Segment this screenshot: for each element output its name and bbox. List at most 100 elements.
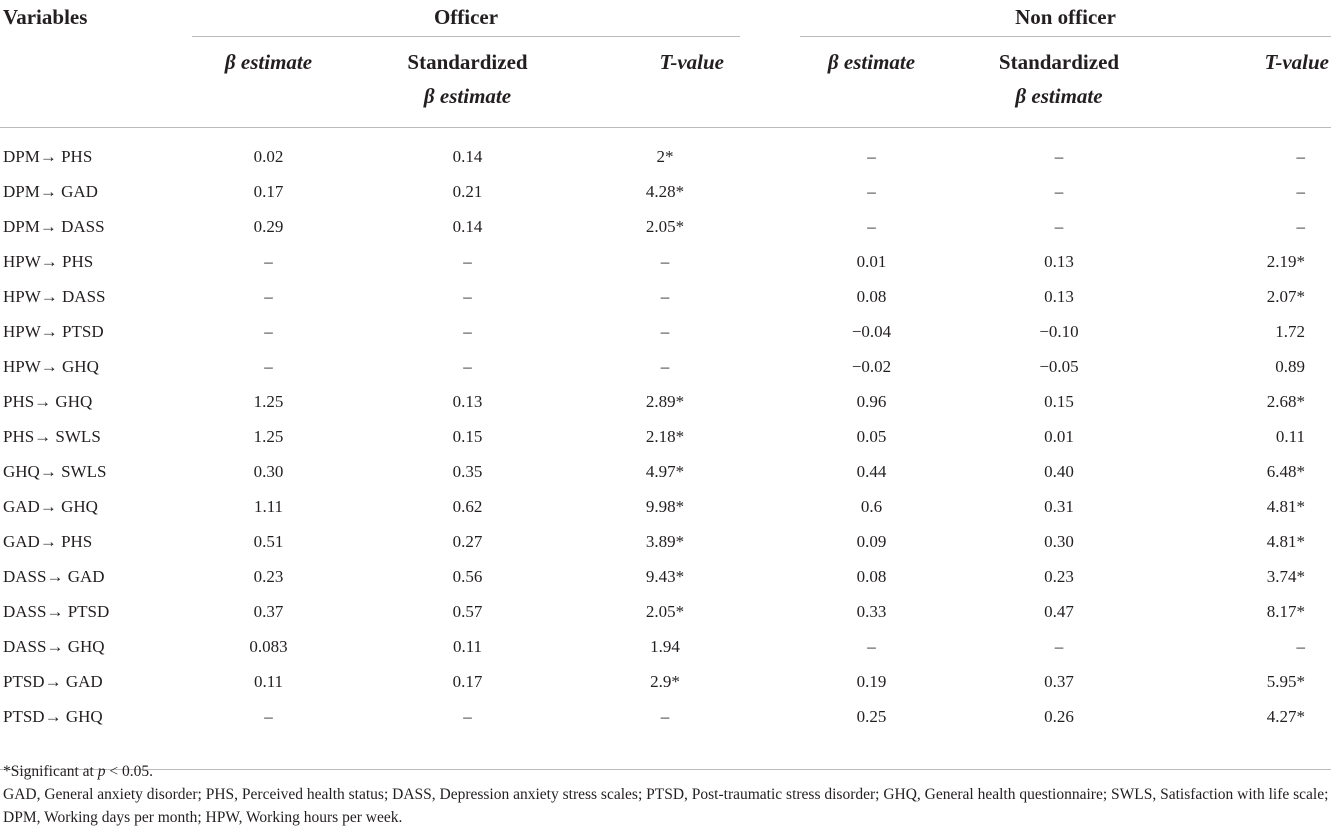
table-row: GHQ→ SWLS 0.30 0.35 4.97* 0.44 0.40 6.48* [0,454,1331,489]
officer-standardized-cell: – [463,286,472,306]
non-officer-t-value-cell: 1.72 [1275,321,1306,341]
non-officer-t-value-cell: 4.81* [1266,496,1306,516]
officer-standardized-cell: 0.11 [452,636,483,656]
non-officer-t-value-cell: – [1296,636,1306,656]
officer-t-value-cell: 2* [656,146,674,166]
officer-standardized-cell: 0.62 [452,496,483,516]
officer-beta-cell: 0.17 [253,181,284,201]
non-officer-beta-cell: – [867,216,876,236]
officer-standardized-cell: 0.14 [452,216,483,236]
officer-beta-cell: 0.02 [253,146,284,166]
table-row: DPM→ PHS 0.02 0.14 2* – – – [0,139,1331,174]
non-officer-t-value-cell: – [1296,146,1306,166]
officer-beta-cell: – [264,251,273,271]
non-officer-beta-cell: 0.09 [856,531,887,551]
non-officer-beta-cell: 0.25 [856,706,887,726]
officer-beta-header: β estimate [192,36,345,128]
table-row: PTSD→ GHQ – – – 0.25 0.26 4.27* [0,699,1331,734]
officer-beta-cell: – [264,286,273,306]
gap-cell [740,699,800,734]
table-row: HPW→ DASS – – – 0.08 0.13 2.07* [0,279,1331,314]
table-row: DASS→ PTSD 0.37 0.57 2.05* 0.33 0.47 8.17* [0,594,1331,629]
significance-footnote: *Significant at p < 0.05. [3,763,153,780]
non-officer-standardized-cell: −0.10 [1039,321,1079,341]
officer-standardized-cell: 0.27 [452,531,483,551]
table-row: DASS→ GHQ 0.083 0.11 1.94 – – – [0,629,1331,664]
officer-beta-cell: 0.30 [253,461,284,481]
non-officer-t-value-cell: 0.11 [1275,426,1306,446]
non-officer-standardized-cell: 0.15 [1044,391,1074,411]
non-officer-t-value-cell: 0.89 [1275,356,1306,376]
officer-beta-cell: – [264,706,273,726]
gap-cell [740,629,800,664]
officer-standardized-cell: – [463,706,472,726]
table-row: GAD→ PHS 0.51 0.27 3.89* 0.09 0.30 4.81* [0,524,1331,559]
non-officer-group-header: Non officer [800,0,1331,37]
non-officer-beta-cell: 0.05 [856,426,887,446]
gap-cell [740,594,800,629]
officer-t-value-cell: – [660,356,670,376]
non-officer-beta-header: β estimate [800,36,943,128]
non-officer-beta-cell: 0.08 [856,566,887,586]
officer-beta-cell: 0.083 [249,636,288,656]
non-officer-beta-cell: 0.33 [856,601,887,621]
variable-path-cell: GHQ→ SWLS [3,461,107,481]
officer-t-value-cell: 2.89* [645,391,685,411]
variable-path-cell: DASS→ GHQ [3,636,105,656]
officer-t-value-cell: 4.97* [645,461,685,481]
non-officer-t-value-cell: – [1296,216,1306,236]
non-officer-standardized-cell: – [1054,146,1064,166]
officer-standardized-cell: 0.14 [452,146,483,166]
gap-cell [740,489,800,524]
non-officer-standardized-cell: −0.05 [1039,356,1079,376]
non-officer-standardized-cell: 0.23 [1044,566,1074,586]
officer-standardized-cell: 0.21 [452,181,483,201]
table-footnotes: *Significant at p < 0.05. GAD, General a… [0,760,1330,829]
officer-standardized-cell: – [463,321,472,341]
gap-cell [740,384,800,419]
gap-cell [740,244,800,279]
gap-cell [740,174,800,209]
table-row: PTSD→ GAD 0.11 0.17 2.9* 0.19 0.37 5.95* [0,664,1331,699]
officer-beta-cell: 0.51 [253,531,284,551]
non-officer-beta-cell: 0.01 [856,251,887,271]
table-bottom-rule [0,734,1331,770]
variable-path-cell: PTSD→ GHQ [3,706,103,726]
variable-path-cell: PHS→ GHQ [3,391,93,411]
gap-cell [740,209,800,244]
non-officer-beta-cell: −0.02 [851,356,892,376]
non-officer-standardized-cell: 0.30 [1044,531,1074,551]
non-officer-standardized-cell: 0.26 [1044,706,1074,726]
non-officer-standardized-cell: 0.31 [1044,496,1074,516]
non-officer-standardized-cell: 0.01 [1044,426,1074,446]
variable-path-cell: HPW→ PHS [3,251,94,271]
non-officer-beta-cell: 0.44 [856,461,887,481]
officer-group-header: Officer [192,0,740,37]
gap-cell [740,419,800,454]
non-officer-t-value-cell: 8.17* [1266,601,1306,621]
non-officer-t-value-header: T-value [1175,36,1331,128]
officer-beta-cell: 0.37 [253,601,284,621]
non-officer-t-value-cell: 6.48* [1266,461,1306,481]
table-row: DPM→ GAD 0.17 0.21 4.28* – – – [0,174,1331,209]
table-header: Variables Officer Non officer β estimate… [0,0,1331,139]
table-row: DASS→ GAD 0.23 0.56 9.43* 0.08 0.23 3.74* [0,559,1331,594]
non-officer-beta-cell: 0.19 [856,671,887,691]
variable-path-cell: HPW→ GHQ [3,356,99,376]
variable-path-cell: DPM→ PHS [3,146,93,166]
gap-cell [740,349,800,384]
non-officer-t-value-cell: 5.95* [1266,671,1306,691]
table-row: PHS→ GHQ 1.25 0.13 2.89* 0.96 0.15 2.68* [0,384,1331,419]
non-officer-beta-cell: – [867,636,876,656]
officer-standardized-cell: 0.56 [452,566,483,586]
variable-path-cell: HPW→ PTSD [3,321,104,341]
gap-cell [740,139,800,174]
non-officer-beta-cell: – [867,181,876,201]
officer-standardized-cell: 0.13 [452,391,483,411]
variable-path-cell: GAD→ PHS [3,531,93,551]
officer-standardized-cell: 0.57 [452,601,483,621]
officer-t-value-cell: – [660,321,670,341]
non-officer-t-value-cell: 4.81* [1266,531,1306,551]
header-gap [740,0,800,37]
